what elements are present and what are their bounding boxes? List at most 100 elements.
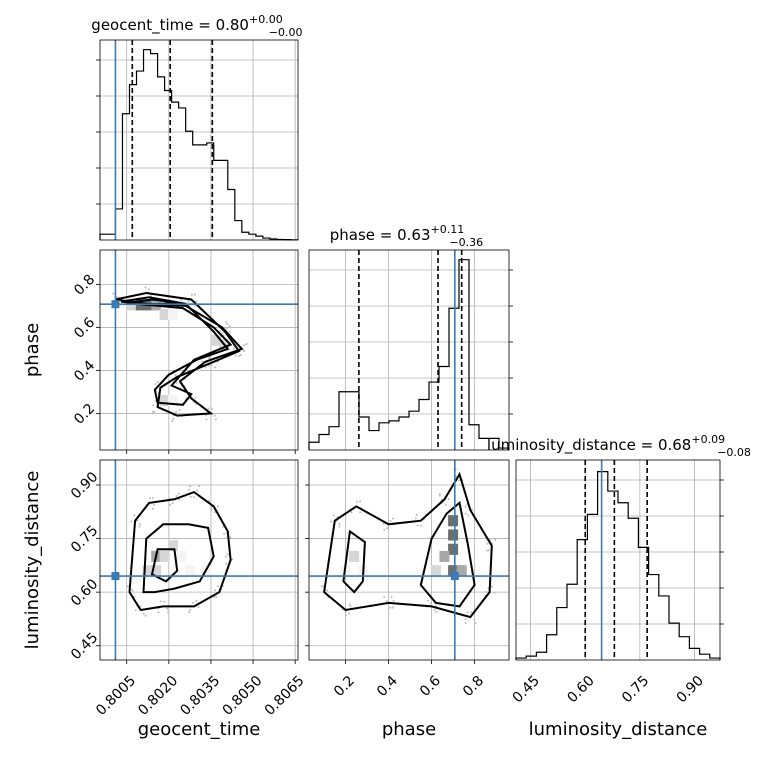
sample-point (485, 549, 488, 552)
title-value: phase = 0.63 (330, 226, 431, 244)
sample-point (159, 600, 162, 603)
sample-point (210, 508, 213, 511)
sample-point (126, 585, 129, 588)
sample-point (201, 360, 204, 363)
sample-point (131, 589, 134, 592)
sample-point (474, 622, 477, 625)
title-upper-error: +0.00 (249, 13, 283, 26)
truth-marker (111, 300, 120, 309)
x-tick-label-luminosity-distance: 0.90 (674, 673, 707, 706)
sample-point (180, 298, 183, 301)
sample-point (419, 524, 422, 527)
sample-point (151, 496, 154, 499)
sample-point (416, 524, 419, 527)
sample-point (359, 500, 362, 503)
sample-point (333, 514, 336, 517)
x-tick-label-luminosity-distance: 0.45 (510, 673, 543, 706)
sample-point (326, 589, 329, 592)
sample-point (229, 536, 232, 539)
sample-point (389, 519, 392, 522)
sample-point (225, 562, 228, 565)
y-axis-label-luminosity-distance: luminosity_distance (22, 471, 43, 650)
density-cell (159, 394, 170, 407)
sample-point (430, 601, 433, 604)
sample-point (348, 612, 351, 615)
x-tick-label-geocent-time: 0.8065 (262, 673, 308, 719)
sample-point (207, 407, 210, 410)
sample-point (142, 612, 145, 615)
sample-point (467, 514, 470, 517)
sample-point (243, 350, 246, 353)
panel-title: geocent_time = 0.80+0.00 (91, 13, 282, 35)
sample-point (169, 503, 172, 506)
density-cell (151, 565, 162, 577)
contour-line (115, 291, 244, 417)
sample-point (447, 498, 450, 501)
density-cell (168, 308, 178, 321)
sample-point (189, 608, 192, 611)
sample-point (487, 549, 490, 552)
y-axis-label-phase: phase (22, 323, 43, 377)
sample-point (178, 498, 181, 501)
sample-point (245, 343, 248, 346)
truth-marker (111, 572, 120, 581)
sample-point (392, 517, 395, 520)
sample-point (233, 347, 236, 350)
sample-point (242, 344, 245, 347)
sample-point (348, 603, 351, 606)
density-cell (439, 550, 450, 562)
sample-point (147, 288, 150, 291)
sample-point (415, 513, 418, 516)
contour-frame (99, 249, 299, 451)
density-cell (448, 543, 459, 555)
sample-point (434, 604, 437, 607)
density-cell (349, 550, 360, 562)
sample-point (344, 614, 347, 617)
y-tick-label-phase: 0.8 (71, 272, 98, 299)
sample-point (154, 383, 157, 386)
sample-point (151, 507, 154, 510)
sample-point (494, 538, 497, 541)
sample-point (390, 595, 393, 598)
title-lower-error: −0.08 (717, 446, 751, 459)
sample-point (490, 585, 493, 588)
sample-point (152, 404, 155, 407)
sample-point (210, 407, 213, 410)
x-tick-label-geocent-time: 0.8050 (220, 673, 266, 719)
sample-point (391, 606, 394, 609)
sample-point (156, 380, 159, 383)
sample-point (188, 611, 191, 614)
contour-line (142, 523, 215, 594)
x-tick-label-geocent-time: 0.8035 (177, 673, 223, 719)
x-tick-label-phase: 0.2 (331, 673, 358, 700)
histogram-luminosity-distance: luminosity_distance = 0.68+0.09−0.08 (487, 433, 751, 661)
sample-point (234, 354, 237, 357)
sample-point (226, 322, 229, 325)
density-cell (210, 334, 221, 346)
sample-point (209, 357, 212, 360)
sample-point (112, 292, 115, 295)
sample-point (338, 523, 341, 526)
contour-line (419, 501, 476, 608)
histogram-steps (308, 259, 510, 450)
sample-point (464, 505, 467, 508)
x-tick-label-phase: 0.4 (374, 673, 401, 700)
x-tick-label-geocent-time: 0.8005 (93, 673, 139, 719)
sample-point (167, 611, 170, 614)
histogram-steps (99, 49, 299, 241)
x-tick-label-phase: 0.8 (460, 673, 487, 700)
sample-point (470, 611, 473, 614)
sample-point (151, 410, 154, 413)
histogram-frame (99, 39, 299, 241)
density-cell (176, 550, 187, 562)
sample-point (210, 506, 213, 509)
sample-point (385, 599, 388, 602)
histogram-frame (515, 459, 721, 661)
y-tick-label-luminosity-distance: 0.75 (68, 523, 101, 556)
sample-point (174, 374, 177, 377)
sample-point (338, 525, 341, 528)
truth-marker (450, 572, 459, 581)
histogram-geocent-time: geocent_time = 0.80+0.00−0.00 (91, 13, 303, 241)
sample-point (193, 293, 196, 296)
